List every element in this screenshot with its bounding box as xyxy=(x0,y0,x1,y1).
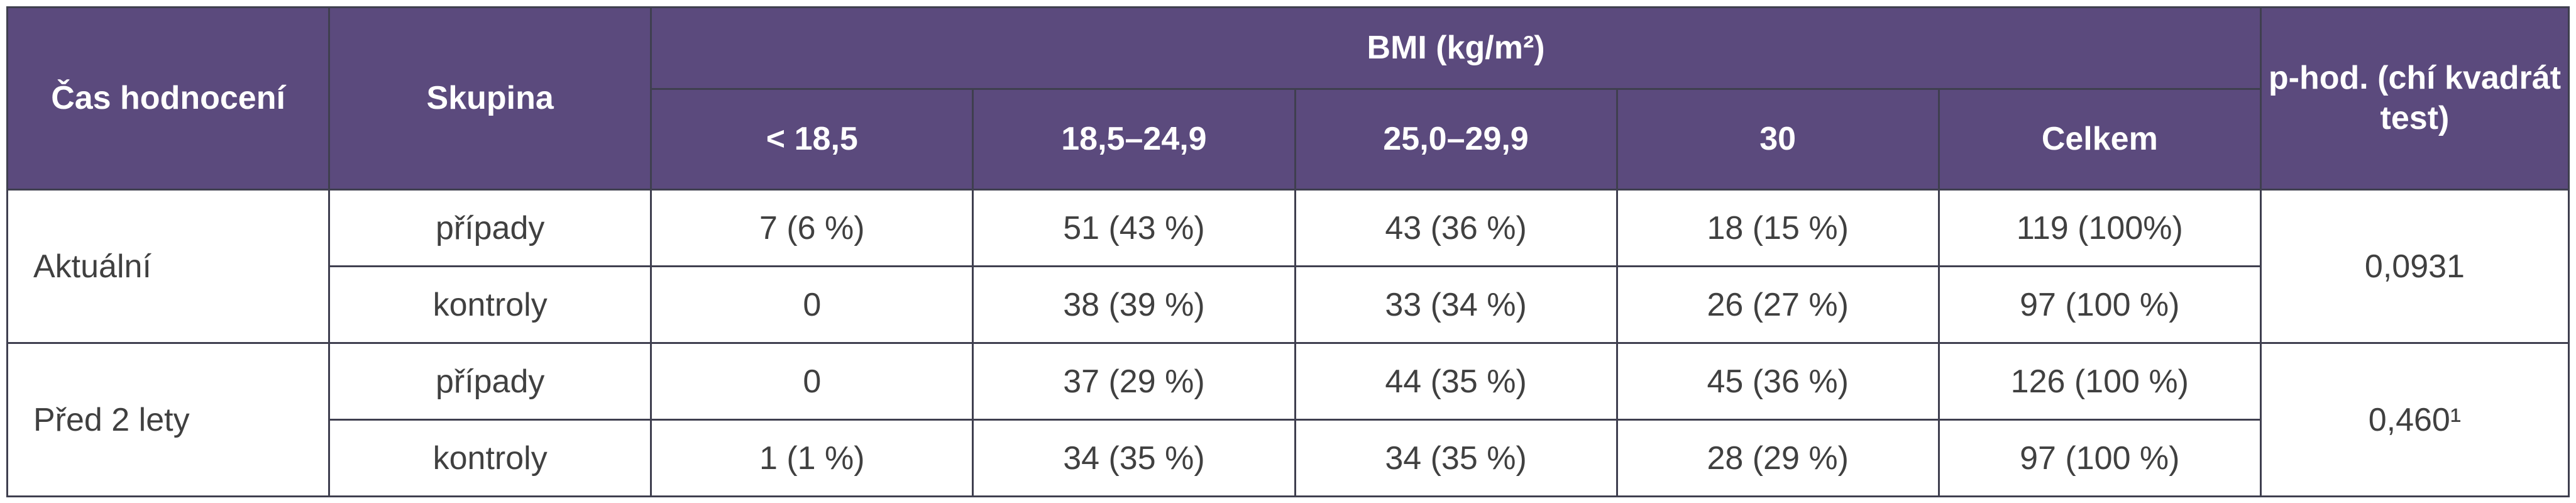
header-bmi-col: Celkem xyxy=(1937,88,2262,191)
header-bmi-col: 18,5–24,9 xyxy=(972,88,1296,191)
time-cell: Aktuální xyxy=(6,189,331,344)
header-bmi: BMI (kg/m²) xyxy=(650,6,2262,90)
value-cell: 34 (35 %) xyxy=(972,419,1296,497)
group-cell: kontroly xyxy=(328,419,652,497)
value-cell: 51 (43 %) xyxy=(972,189,1296,267)
header-group: Skupina xyxy=(328,6,652,191)
value-cell: 37 (29 %) xyxy=(972,342,1296,421)
value-cell: 33 (34 %) xyxy=(1294,265,1618,344)
header-p-value: p-hod. (chí kvadrát test) xyxy=(2259,6,2570,191)
header-subrow: < 18,5 18,5–24,9 25,0–29,9 30 Celkem xyxy=(8,88,2569,191)
group-cell: kontroly xyxy=(328,265,652,344)
header-bmi-col: 25,0–29,9 xyxy=(1294,88,1618,191)
value-cell: 44 (35 %) xyxy=(1294,342,1618,421)
table-row: Před 2 lety případy 0 37 (29 %) 44 (35 %… xyxy=(6,342,2570,497)
value-cell: 119 (100%) xyxy=(1937,189,2262,267)
value-cell: 1 (1 %) xyxy=(650,419,974,497)
p-value-cell: 0,0931 xyxy=(2259,189,2570,344)
value-cell: 28 (29 %) xyxy=(1616,419,1940,497)
value-cell: 126 (100 %) xyxy=(1937,342,2262,421)
header-time: Čas hodnocení xyxy=(6,6,331,191)
value-cell: 97 (100 %) xyxy=(1937,265,2262,344)
value-cell: 43 (36 %) xyxy=(1294,189,1618,267)
table-row: Aktuální případy 7 (6 %) 51 (43 %) 43 (3… xyxy=(6,189,2570,344)
p-value-cell: 0,460¹ xyxy=(2259,342,2570,497)
group-cell: případy xyxy=(328,189,652,267)
value-cell: 18 (15 %) xyxy=(1616,189,1940,267)
value-cell: 0 xyxy=(650,265,974,344)
table-row: kontroly 1 (1 %) 34 (35 %) 34 (35 %) 28 … xyxy=(8,419,2569,497)
value-cell: 7 (6 %) xyxy=(650,189,974,267)
header-bmi-col: 30 xyxy=(1616,88,1940,191)
value-cell: 0 xyxy=(650,342,974,421)
value-cell: 45 (36 %) xyxy=(1616,342,1940,421)
value-cell: 26 (27 %) xyxy=(1616,265,1940,344)
header-row: Čas hodnocení Skupina BMI (kg/m²) p-hod.… xyxy=(6,6,2570,191)
value-cell: 38 (39 %) xyxy=(972,265,1296,344)
bmi-table: Čas hodnocení Skupina BMI (kg/m²) p-hod.… xyxy=(6,6,2570,497)
table-row: kontroly 0 38 (39 %) 33 (34 %) 26 (27 %)… xyxy=(8,265,2569,344)
header-bmi-col: < 18,5 xyxy=(650,88,974,191)
value-cell: 34 (35 %) xyxy=(1294,419,1618,497)
value-cell: 97 (100 %) xyxy=(1937,419,2262,497)
group-cell: případy xyxy=(328,342,652,421)
time-cell: Před 2 lety xyxy=(6,342,331,497)
